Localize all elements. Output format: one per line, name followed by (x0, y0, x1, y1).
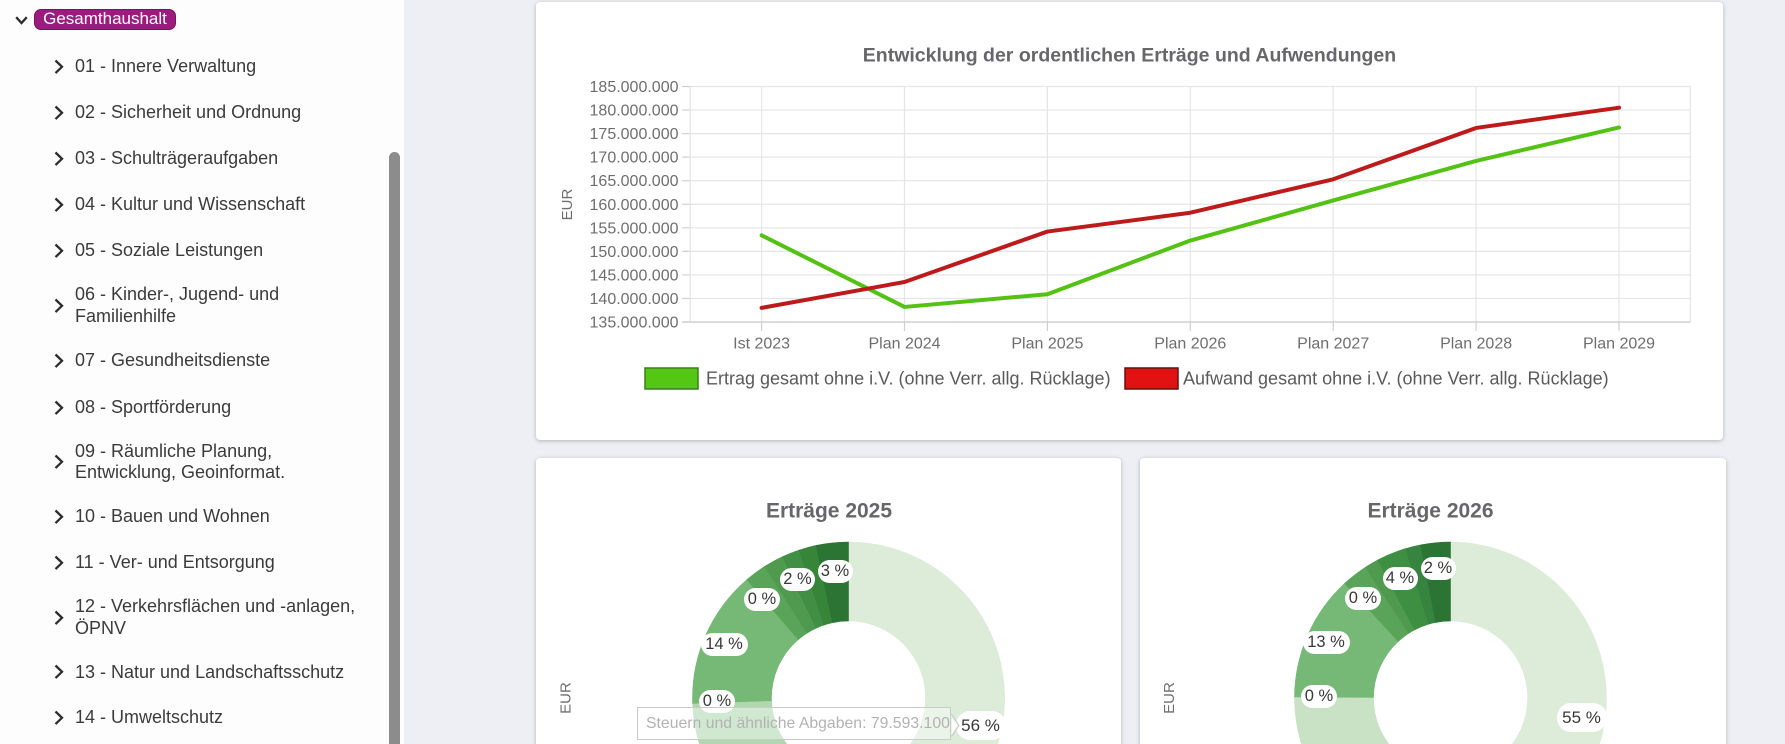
svg-text:EUR: EUR (558, 682, 575, 714)
svg-text:140.000.000: 140.000.000 (590, 291, 679, 308)
svg-text:Entwicklung der ordentlichen E: Entwicklung der ordentlichen Erträge und… (863, 45, 1396, 67)
svg-text:Plan 2026: Plan 2026 (1154, 336, 1226, 353)
svg-text:Plan 2024: Plan 2024 (868, 336, 940, 353)
svg-text:160.000.000: 160.000.000 (590, 197, 679, 214)
svg-text:EUR: EUR (1161, 682, 1178, 714)
svg-text:180.000.000: 180.000.000 (590, 103, 679, 120)
svg-text:150.000.000: 150.000.000 (590, 244, 679, 261)
svg-text:Erträge 2025: Erträge 2025 (766, 500, 892, 523)
svg-text:145.000.000: 145.000.000 (590, 267, 679, 284)
svg-text:Ist 2023: Ist 2023 (733, 336, 790, 353)
svg-text:135.000.000: 135.000.000 (590, 315, 679, 332)
svg-text:Aufwand gesamt ohne i.V. (ohne: Aufwand gesamt ohne i.V. (ohne Verr. all… (1183, 369, 1609, 389)
svg-text:Plan 2028: Plan 2028 (1440, 336, 1512, 353)
svg-text:Plan 2029: Plan 2029 (1583, 336, 1655, 353)
svg-text:175.000.000: 175.000.000 (590, 126, 679, 143)
svg-text:155.000.000: 155.000.000 (590, 220, 679, 237)
svg-text:165.000.000: 165.000.000 (590, 173, 679, 190)
svg-text:Erträge 2026: Erträge 2026 (1367, 500, 1493, 523)
svg-text:Plan 2027: Plan 2027 (1297, 336, 1369, 353)
svg-text:EUR: EUR (559, 188, 576, 220)
svg-text:Plan 2025: Plan 2025 (1011, 336, 1083, 353)
svg-text:185.000.000: 185.000.000 (590, 79, 679, 96)
svg-text:170.000.000: 170.000.000 (590, 150, 679, 167)
svg-text:Ertrag gesamt ohne i.V. (ohne: Ertrag gesamt ohne i.V. (ohne Verr. allg… (706, 369, 1111, 389)
